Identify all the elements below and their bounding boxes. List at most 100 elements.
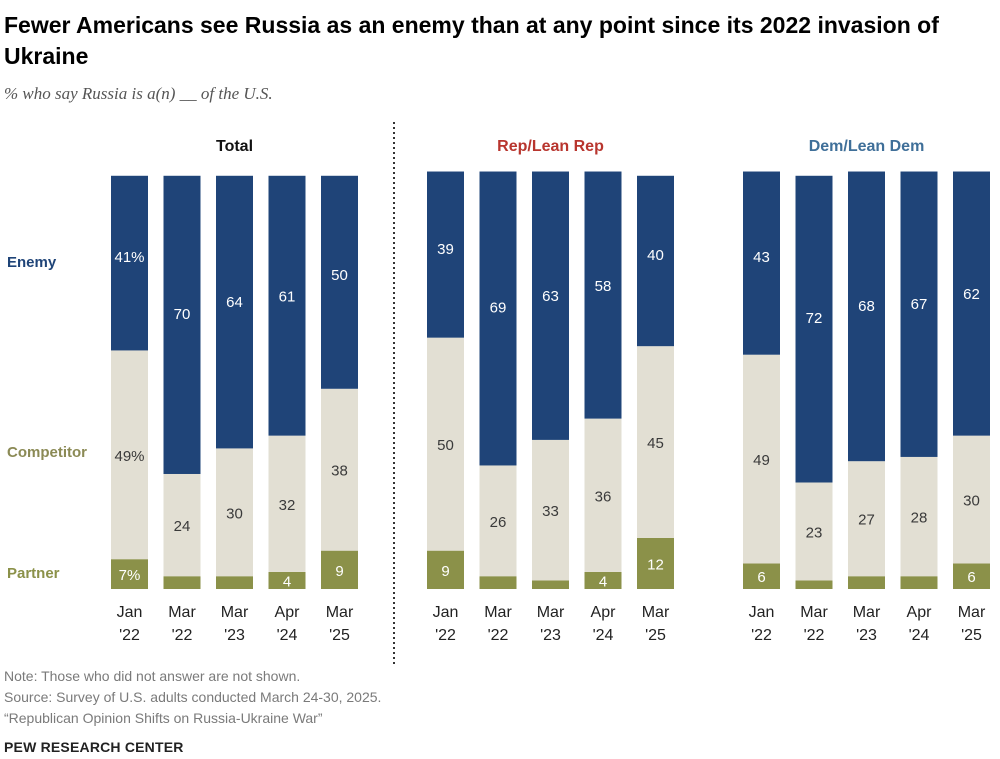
data-label-competitor: 28 — [911, 510, 928, 527]
bar-enemy — [848, 171, 885, 462]
x-tick-label-month: Jan — [433, 604, 459, 621]
data-label-competitor: 23 — [806, 524, 823, 541]
bar-competitor — [321, 388, 358, 551]
data-label-competitor: 32 — [279, 497, 296, 514]
bar-partner — [848, 576, 885, 589]
bar-partner — [532, 580, 569, 589]
x-tick-label-month: Mar — [800, 604, 828, 621]
bar-enemy — [479, 171, 517, 466]
x-tick-label-year: '25 — [961, 627, 982, 644]
bar-partner — [163, 576, 201, 589]
report-text: “Republican Opinion Shifts on Russia-Ukr… — [4, 710, 323, 726]
data-label-enemy: 61 — [279, 288, 296, 305]
data-label-partner: 6 — [967, 569, 975, 586]
x-tick-label-year: '22 — [172, 627, 193, 644]
x-tick-label-month: Mar — [221, 604, 249, 621]
bar-enemy — [743, 171, 780, 355]
bar-enemy — [584, 171, 622, 419]
data-label-partner: 4 — [599, 573, 607, 590]
data-label-partner: 7% — [119, 567, 141, 584]
bar-competitor — [532, 439, 569, 581]
bar-enemy — [427, 171, 464, 338]
data-label-enemy: 58 — [595, 278, 612, 295]
bar-competitor — [953, 435, 990, 564]
bar-competitor — [637, 346, 674, 538]
data-label-enemy: 43 — [753, 249, 770, 266]
data-label-competitor: 49 — [753, 452, 770, 469]
bar-partner — [321, 550, 358, 589]
bar-competitor — [584, 418, 622, 572]
data-label-partner: 9 — [335, 563, 343, 580]
x-tick-label-year: '24 — [277, 627, 298, 644]
data-label-enemy: 41% — [114, 249, 144, 266]
panel-title: Dem/Lean Dem — [809, 138, 925, 155]
bar-competitor — [479, 465, 517, 577]
row-label-enemy: Enemy — [7, 254, 57, 271]
x-tick-label-month: Mar — [853, 604, 881, 621]
data-label-enemy: 68 — [858, 298, 875, 315]
bar-competitor — [795, 482, 833, 581]
x-tick-label-month: Jan — [749, 604, 775, 621]
data-label-enemy: 64 — [226, 294, 243, 311]
data-label-competitor: 30 — [963, 493, 980, 510]
data-label-enemy: 69 — [490, 300, 507, 317]
data-label-enemy: 70 — [174, 306, 191, 323]
bar-partner — [584, 571, 622, 589]
x-tick-label-year: '24 — [593, 627, 614, 644]
bar-partner — [216, 576, 253, 589]
data-label-competitor: 24 — [174, 518, 191, 535]
bar-competitor — [111, 350, 148, 560]
bar-partner — [637, 537, 674, 589]
data-label-competitor: 50 — [437, 437, 454, 454]
bar-enemy — [532, 171, 569, 440]
bar-competitor — [848, 461, 885, 577]
data-label-competitor: 36 — [595, 488, 612, 505]
bar-partner — [743, 563, 780, 589]
bar-competitor — [163, 473, 201, 577]
bar-enemy — [321, 175, 358, 389]
chart-subtitle: % who say Russia is a(n) __ of the U.S. — [4, 84, 273, 103]
x-tick-label-year: '23 — [540, 627, 561, 644]
x-tick-label-month: Mar — [168, 604, 196, 621]
bar-partner — [268, 571, 306, 589]
x-tick-label-month: Mar — [958, 604, 986, 621]
x-tick-label-month: Apr — [907, 604, 933, 621]
note-text: Note: Those who did not answer are not s… — [4, 668, 301, 684]
bar-enemy — [268, 175, 306, 436]
data-label-competitor: 38 — [331, 463, 348, 480]
data-label-enemy: 39 — [437, 241, 454, 258]
data-label-enemy: 50 — [331, 267, 348, 284]
data-label-partner: 12 — [647, 556, 664, 573]
source-text: Source: Survey of U.S. adults conducted … — [4, 689, 382, 705]
chart-notes: Note: Those who did not answer are not s… — [4, 666, 381, 729]
data-label-competitor: 27 — [858, 512, 875, 529]
panel-title: Rep/Lean Rep — [497, 138, 604, 155]
bar-competitor — [216, 448, 253, 577]
data-label-enemy: 67 — [911, 296, 928, 313]
x-tick-label-year: '22 — [751, 627, 772, 644]
bar-partner — [795, 580, 833, 589]
data-label-partner: 6 — [757, 569, 765, 586]
x-tick-label-month: Mar — [537, 604, 565, 621]
x-tick-label-month: Mar — [642, 604, 670, 621]
x-tick-label-year: '22 — [804, 627, 825, 644]
row-label-partner: Partner — [7, 565, 60, 582]
data-label-enemy: 72 — [806, 310, 823, 327]
bar-partner — [900, 576, 938, 589]
bar-partner — [427, 550, 464, 589]
x-tick-label-year: '22 — [435, 627, 456, 644]
bar-enemy — [637, 175, 674, 347]
bar-competitor — [900, 456, 938, 577]
data-label-competitor: 30 — [226, 505, 243, 522]
bar-competitor — [427, 337, 464, 551]
data-label-competitor: 45 — [647, 435, 664, 452]
x-tick-label-year: '23 — [224, 627, 245, 644]
panel-title: Total — [216, 138, 253, 155]
x-tick-label-year: '22 — [119, 627, 140, 644]
x-tick-label-month: Jan — [117, 604, 143, 621]
x-tick-label-month: Apr — [591, 604, 617, 621]
bar-enemy — [795, 175, 833, 483]
bar-enemy — [111, 175, 148, 351]
bar-partner — [953, 563, 990, 589]
